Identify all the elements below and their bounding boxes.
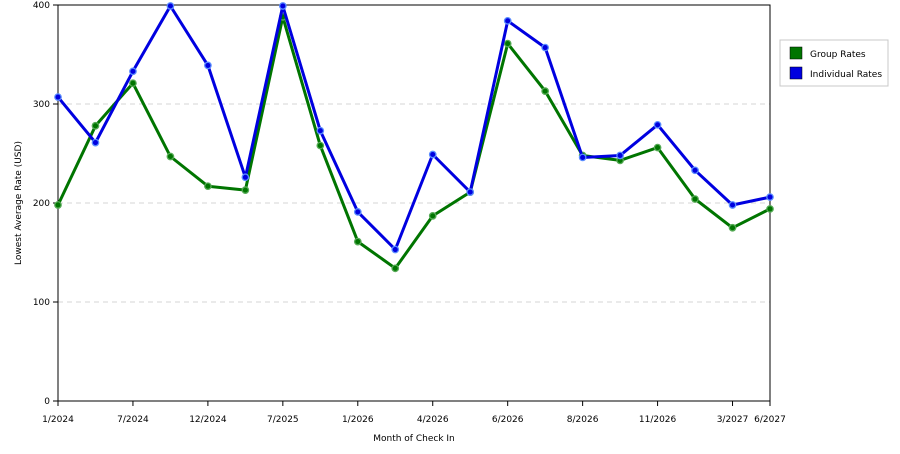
data-point bbox=[541, 43, 550, 52]
data-point bbox=[316, 141, 325, 150]
y-axis-title: Lowest Average Rate (USD) bbox=[14, 141, 24, 265]
data-point bbox=[691, 195, 699, 203]
x-tick-label: 7/2024 bbox=[117, 415, 149, 425]
data-point bbox=[766, 205, 774, 213]
data-point bbox=[466, 188, 475, 196]
legend: Group Rates Individual Rates bbox=[779, 39, 889, 87]
data-point bbox=[766, 193, 774, 201]
data-point bbox=[503, 39, 512, 48]
data-point bbox=[391, 264, 400, 273]
y-tick-label: 0 bbox=[44, 397, 50, 407]
y-tick-label: 200 bbox=[33, 199, 50, 209]
data-point bbox=[204, 61, 212, 70]
legend-swatch-individual bbox=[789, 66, 803, 80]
x-tick-label: 7/2025 bbox=[267, 415, 299, 425]
y-tick-label: 300 bbox=[33, 100, 50, 110]
data-point bbox=[166, 152, 175, 161]
x-tick-label: 6/2027 bbox=[754, 415, 786, 425]
data-point bbox=[728, 201, 737, 209]
x-axis-title: Month of Check In bbox=[373, 434, 455, 444]
x-tick-label: 6/2026 bbox=[492, 415, 524, 425]
data-point bbox=[653, 120, 662, 129]
data-point bbox=[503, 16, 512, 25]
data-point bbox=[129, 67, 137, 76]
data-point bbox=[541, 87, 550, 95]
series-lines bbox=[54, 2, 774, 273]
series-line-1 bbox=[56, 4, 771, 251]
y-tick-label: 100 bbox=[33, 298, 50, 308]
data-point bbox=[91, 138, 100, 147]
data-point bbox=[353, 237, 362, 246]
x-axis-ticks: 1/2024 7/2024 12/2024 7/2025 1/2026 4/2026 6/2… bbox=[42, 401, 786, 425]
data-point bbox=[616, 151, 624, 160]
data-point bbox=[204, 182, 212, 191]
data-point bbox=[353, 208, 362, 216]
data-point bbox=[391, 245, 400, 254]
data-point bbox=[653, 143, 662, 152]
series-line-0 bbox=[56, 15, 771, 270]
data-point bbox=[166, 2, 175, 10]
y-tick-label: 400 bbox=[33, 1, 50, 11]
data-point bbox=[428, 212, 437, 220]
x-tick-label: 12/2024 bbox=[189, 415, 227, 425]
x-tick-label: 1/2024 bbox=[42, 415, 74, 425]
legend-swatch-group bbox=[789, 46, 803, 60]
data-point bbox=[428, 150, 437, 159]
x-tick-label: 11/2026 bbox=[639, 415, 677, 425]
data-point bbox=[91, 121, 100, 130]
legend-label-group: Group Rates bbox=[810, 50, 866, 60]
y-axis-ticks: 0 100 200 300 400 bbox=[33, 1, 58, 407]
data-point bbox=[316, 126, 325, 135]
data-point bbox=[129, 79, 137, 88]
data-point bbox=[578, 153, 587, 162]
legend-label-individual: Individual Rates bbox=[810, 70, 882, 80]
data-point bbox=[241, 173, 250, 182]
data-point bbox=[691, 166, 699, 175]
x-tick-label: 1/2026 bbox=[342, 415, 374, 425]
data-point bbox=[728, 223, 737, 232]
data-point bbox=[54, 93, 62, 101]
data-point bbox=[54, 201, 62, 209]
x-tick-label: 4/2026 bbox=[417, 415, 449, 425]
data-point bbox=[278, 2, 287, 10]
x-tick-label: 3/2027 bbox=[717, 415, 749, 425]
data-point bbox=[241, 186, 250, 194]
x-tick-label: 8/2026 bbox=[567, 415, 599, 425]
